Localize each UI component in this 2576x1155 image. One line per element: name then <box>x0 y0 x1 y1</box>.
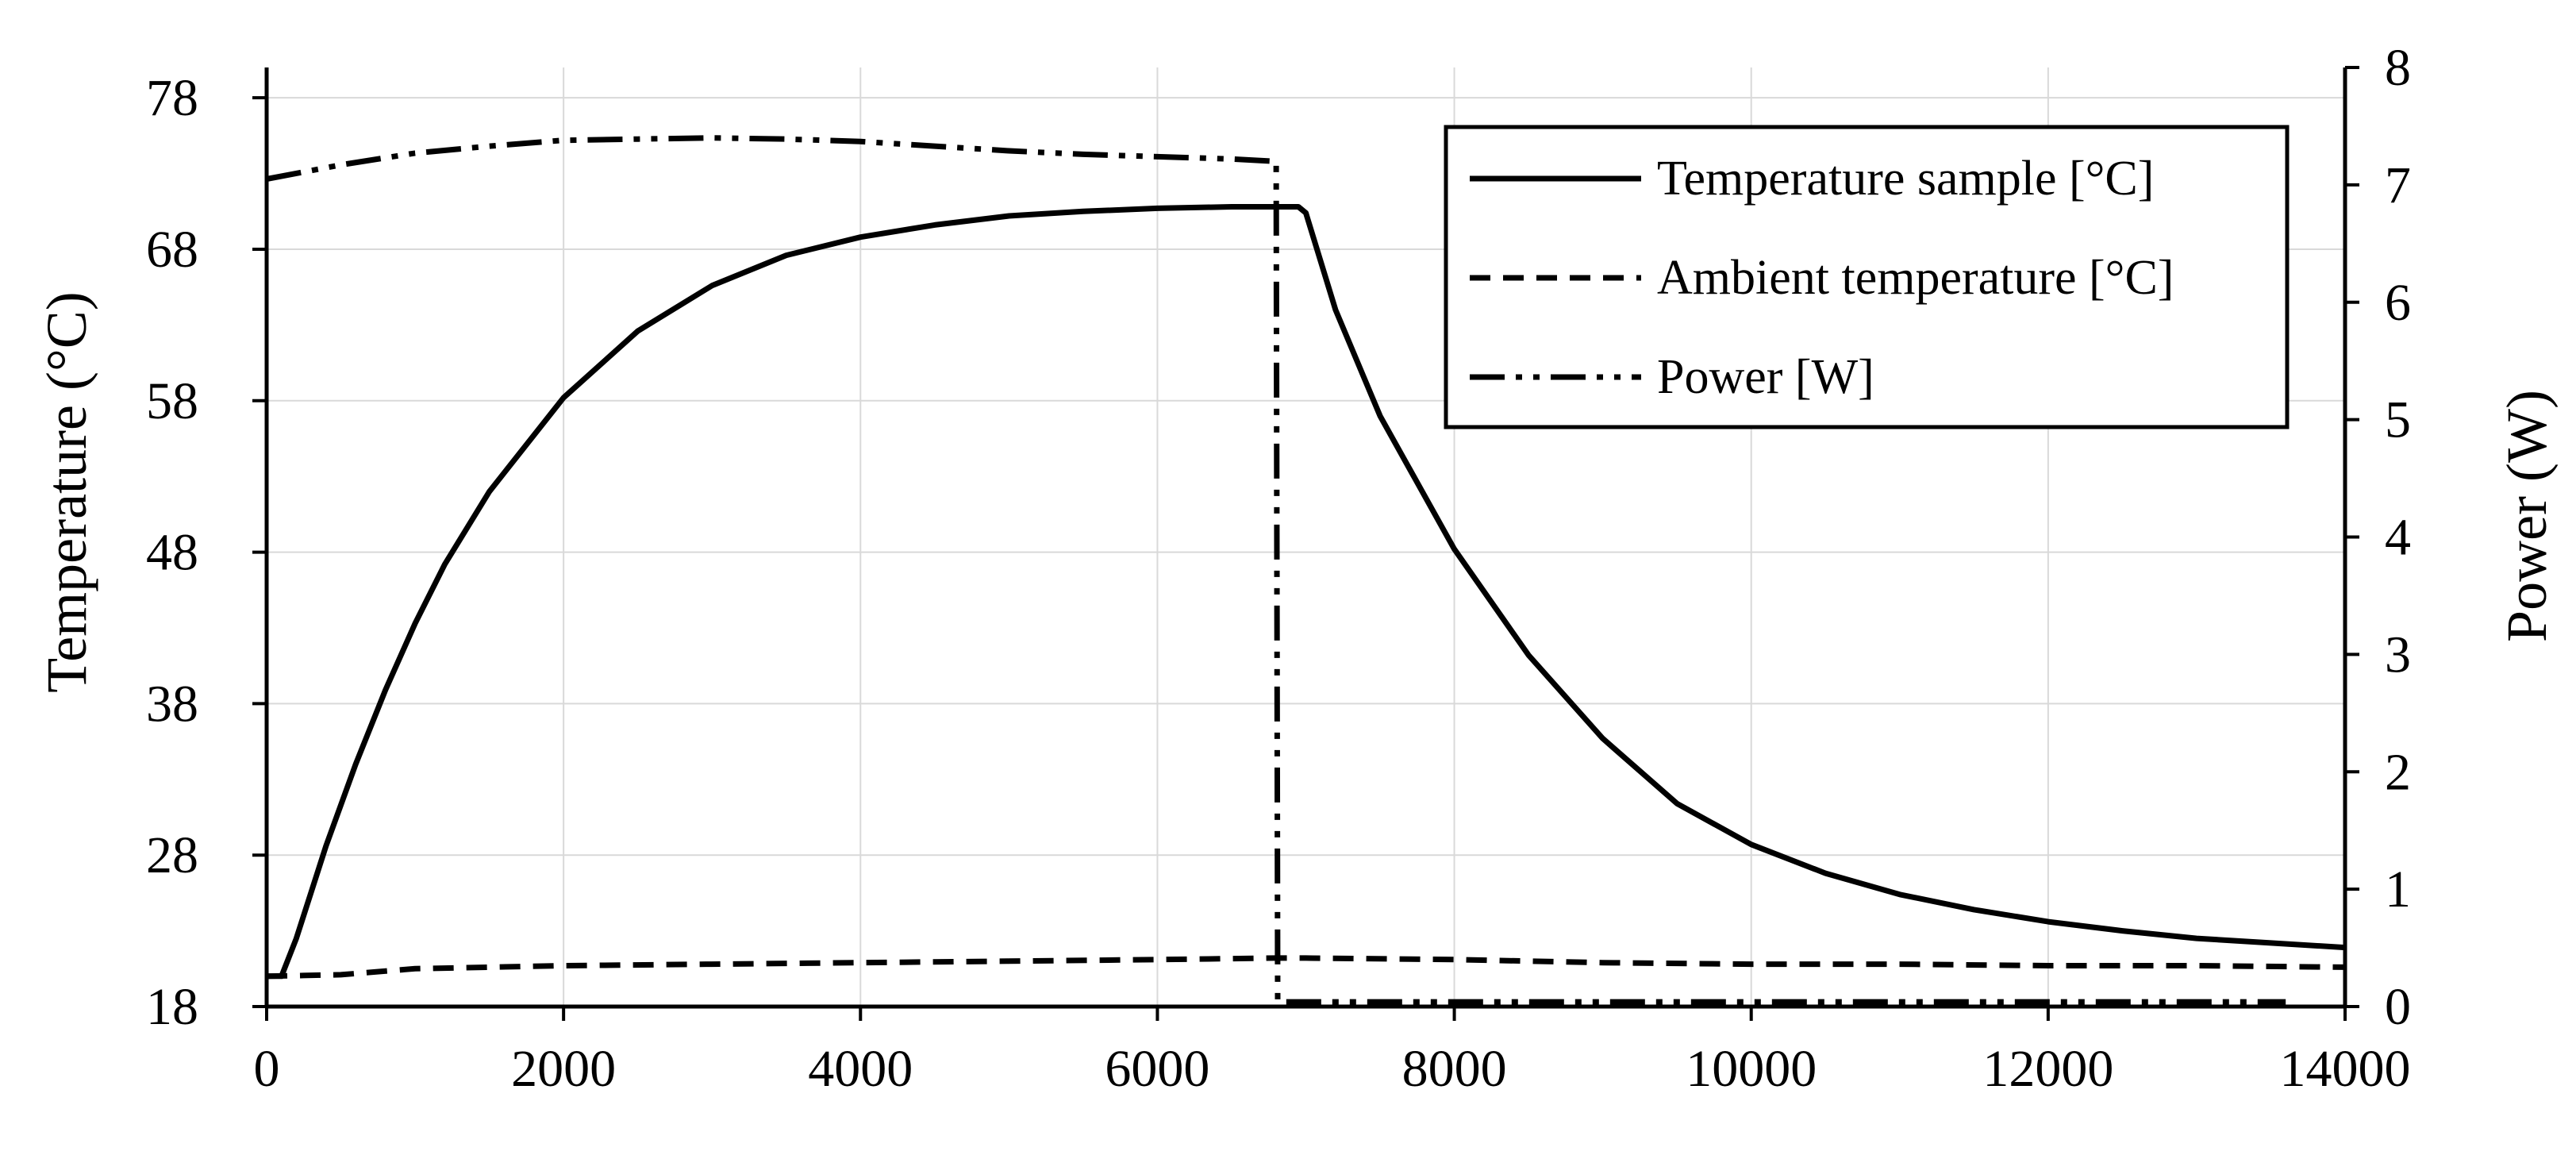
y-right-tick-label: 3 <box>2385 626 2411 683</box>
series-layer <box>266 135 2346 1005</box>
y-right-tick-label: 8 <box>2385 39 2411 97</box>
legend-label-3: Power [W] <box>1657 350 1874 404</box>
y-right-tick-label: 7 <box>2385 156 2411 214</box>
y-right-tick-label: 1 <box>2385 860 2411 918</box>
legend-label-2: Ambient temperature [°C] <box>1657 251 2174 305</box>
y-axis-title-right: Power (W) <box>2495 390 2559 642</box>
y-left-tick-label: 58 <box>146 372 198 430</box>
series-line-2 <box>266 955 2346 980</box>
y-right-tick-label: 5 <box>2385 391 2411 449</box>
y-right-tick-label: 6 <box>2385 274 2411 332</box>
y-left-tick-label: 38 <box>146 675 198 733</box>
legend-items: Temperature sample [°C] Ambient temperatu… <box>1470 152 2174 404</box>
series-line-1 <box>267 204 2346 980</box>
x-tick-label: 10000 <box>1686 1040 1817 1098</box>
ticks-layer: 0 2000 4000 6000 8000 10000 12000 1400018283848… <box>146 39 2411 1098</box>
x-tick-label: 8000 <box>1402 1040 1507 1098</box>
x-tick-label: 2000 <box>511 1040 616 1098</box>
x-tick-label: 0 <box>254 1040 280 1098</box>
y-right-tick-label: 0 <box>2385 978 2411 1036</box>
series-line-3 <box>266 135 2286 1005</box>
legend: Temperature sample [°C] Ambient temperatu… <box>1444 125 2290 429</box>
y-left-tick-label: 18 <box>146 978 198 1036</box>
y-left-tick-label: 78 <box>146 69 198 127</box>
x-tick-label: 4000 <box>808 1040 913 1098</box>
x-tick-label: 12000 <box>1982 1040 2113 1098</box>
y-right-tick-label: 2 <box>2385 743 2411 801</box>
y-axis-title-left: Temperature (°C) <box>35 291 98 693</box>
y-left-tick-label: 48 <box>146 524 198 582</box>
x-tick-label: 14000 <box>2280 1040 2411 1098</box>
x-tick-label: 6000 <box>1105 1040 1209 1098</box>
legend-label-1: Temperature sample [°C] <box>1657 152 2154 206</box>
y-right-tick-label: 4 <box>2385 509 2411 567</box>
y-left-tick-label: 28 <box>146 826 198 884</box>
y-left-tick-label: 68 <box>146 221 198 279</box>
